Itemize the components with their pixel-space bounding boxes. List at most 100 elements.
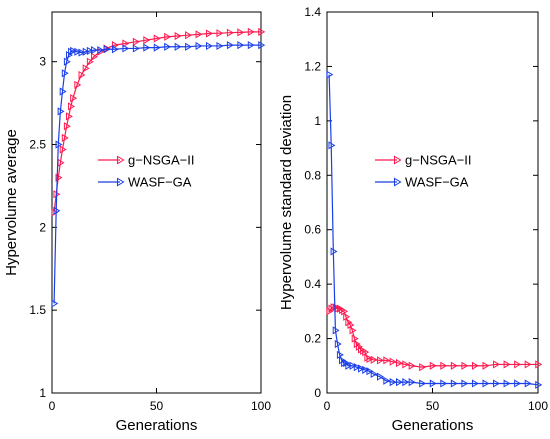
right-series-layer — [326, 70, 543, 389]
left-series-1-point-18 — [122, 44, 130, 53]
right-series-1-point-0 — [326, 70, 334, 79]
right-series-0-point-22 — [383, 356, 391, 365]
right-x-tick-label-2: 100 — [528, 399, 548, 413]
left-series-0-point-8 — [68, 102, 75, 111]
right-ticks: 0 50 100 0 0.2 0.4 0.6 0.8 1 1.2 1.4 — [304, 5, 548, 413]
right-legend-label-0: g−NSGA−II — [405, 153, 471, 168]
right-series-1-point-19 — [396, 378, 403, 387]
left-chart-panel: 0 50 100 1 1.5 2 2.5 3 Generations Hypervolume … — [3, 11, 271, 434]
right-legend: g−NSGA−II WASF−GA — [375, 153, 471, 190]
left-series-1-point-9 — [70, 46, 78, 56]
right-y-tick-label-4: 0.8 — [304, 168, 321, 182]
right-series-1-point-7 — [341, 358, 349, 368]
left-ticks: 0 50 100 1 1.5 2 2.5 3 — [29, 12, 271, 413]
left-series-0-point-28 — [226, 28, 234, 37]
right-series-1-point-20 — [402, 378, 410, 387]
right-series-0-point-36 — [514, 360, 522, 369]
left-series-0-point-22 — [164, 32, 172, 41]
left-series-1-point-13 — [86, 46, 94, 56]
right-series-0-point-28 — [429, 361, 437, 370]
right-series-1-point-24 — [440, 379, 448, 388]
left-series-1-point-30 — [247, 41, 255, 50]
left-y-tick-label-4: 3 — [39, 55, 46, 69]
right-series-1-point-28 — [482, 379, 490, 388]
right-series-1-point-4 — [334, 339, 342, 349]
left-series-1-point-24 — [185, 42, 193, 51]
right-series-0-point-27 — [419, 363, 427, 372]
right-legend-marker-0 — [393, 155, 402, 165]
right-series-0-point-11 — [349, 326, 357, 335]
right-series-1-point-21 — [408, 378, 416, 387]
right-y-tick-label-0: 0 — [314, 386, 321, 400]
left-series-0-point-31 — [258, 27, 266, 36]
right-series-0-point-38 — [535, 360, 543, 369]
left-series-1-point-2 — [55, 140, 63, 149]
left-series-1-point-3 — [57, 107, 65, 116]
left-series-0-point-18 — [122, 39, 130, 48]
left-series-0-point-26 — [206, 29, 213, 38]
right-series-0-point-33 — [482, 361, 490, 370]
right-series-0-point-32 — [471, 361, 479, 370]
left-series-1-point-14 — [91, 46, 98, 55]
right-y-tick-label-3: 0.6 — [304, 223, 321, 237]
left-series-1-point-10 — [74, 47, 82, 56]
right-x-axis-label: Generations — [392, 417, 474, 434]
right-series-1-point-22 — [419, 379, 427, 388]
left-legend-entry-0: g−NSGA−II — [98, 153, 194, 168]
left-legend: g−NSGA−II WASF−GA — [98, 153, 194, 190]
left-series-1-point-25 — [195, 41, 203, 51]
right-y-tick-label-2: 0.4 — [304, 277, 321, 291]
left-series-0-point-13 — [86, 57, 94, 66]
right-series-0-point-35 — [503, 360, 511, 369]
left-series-1-point-1 — [53, 206, 61, 215]
right-x-tick-label-0: 0 — [324, 399, 331, 413]
left-series-1-point-21 — [153, 43, 161, 52]
right-series-0-point-10 — [347, 320, 355, 330]
left-series-0-point-19 — [132, 37, 140, 46]
right-series-0-point-19 — [366, 354, 374, 364]
right-series-0-point-20 — [370, 355, 378, 364]
right-series-1-point-29 — [493, 379, 500, 388]
left-series-0-point-29 — [237, 28, 245, 37]
left-series-0-point-9 — [70, 94, 78, 103]
right-series-1-point-31 — [514, 379, 522, 388]
right-x-tick-label-1: 50 — [426, 399, 440, 413]
right-series-0-point-17 — [362, 348, 370, 357]
left-series-1-point-7 — [65, 50, 73, 60]
right-series-1-line — [328, 74, 539, 386]
left-series-1-point-15 — [97, 46, 105, 55]
right-y-tick-label-5: 1 — [314, 114, 321, 128]
left-series-0-point-5 — [61, 133, 69, 142]
left-series-0-point-2 — [55, 173, 63, 182]
left-series-0-point-12 — [82, 64, 90, 73]
right-y-tick-label-6: 1.2 — [304, 59, 321, 73]
left-legend-label-0: g−NSGA−II — [128, 153, 194, 168]
left-series-0-point-6 — [63, 122, 71, 131]
right-series-0-point-29 — [440, 361, 448, 370]
right-series-0-point-12 — [351, 334, 359, 343]
right-series-0-point-34 — [493, 360, 500, 369]
left-y-axis-label: Hypervolume average — [3, 129, 20, 276]
right-series-0-point-25 — [402, 360, 410, 369]
right-series-0-point-0 — [326, 307, 334, 316]
right-series-1-point-13 — [362, 365, 370, 374]
right-y-tick-label-7: 1.4 — [304, 5, 321, 19]
left-series-0-point-10 — [74, 80, 82, 89]
left-series-0-point-20 — [143, 36, 151, 45]
left-series-0-point-24 — [185, 31, 193, 40]
right-series-0-point-31 — [461, 361, 469, 370]
left-legend-entry-1: WASF−GA — [98, 175, 192, 190]
right-series-1-point-18 — [389, 378, 397, 387]
right-series-0-point-2 — [330, 303, 338, 312]
left-series-0-point-17 — [111, 41, 119, 50]
right-series-1-point-6 — [339, 356, 346, 365]
right-chart-panel: 0 50 100 0 0.2 0.4 0.6 0.8 1 1.2 1.4 Generations H… — [278, 5, 548, 434]
left-series-0-point-25 — [195, 30, 203, 39]
left-series-0-point-14 — [91, 52, 98, 61]
right-series-0-point-8 — [343, 312, 351, 321]
right-series-1-point-8 — [343, 358, 351, 368]
right-series-0-point-37 — [524, 360, 532, 369]
left-x-tick-label-0: 0 — [49, 399, 56, 413]
left-series-0-point-4 — [59, 145, 67, 154]
